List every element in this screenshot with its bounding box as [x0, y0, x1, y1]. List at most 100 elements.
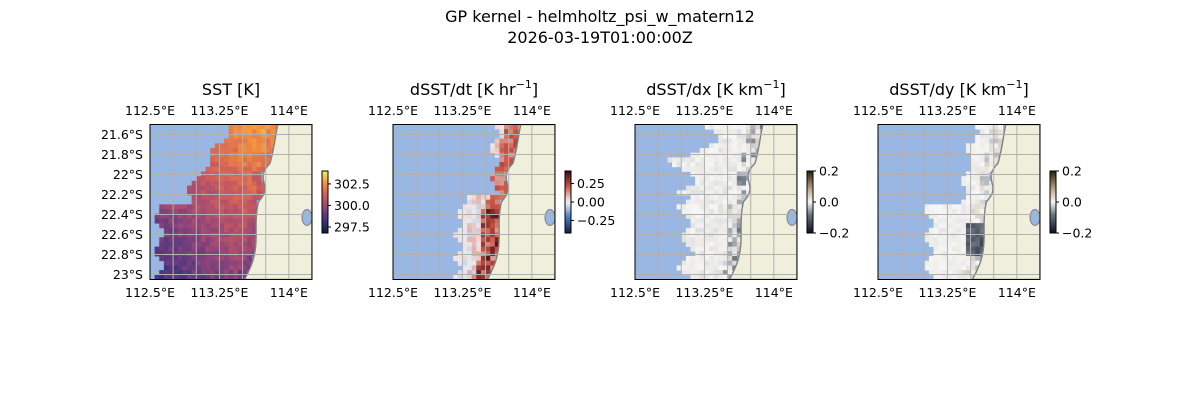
colorbar-tick-label: 0.2: [819, 164, 839, 179]
heatmap-cell: [219, 185, 225, 191]
heatmap-cell: [191, 265, 197, 271]
heatmap-cell: [476, 274, 482, 280]
heatmap-cell: [163, 213, 169, 219]
colorbar: 0.2 0.0 −0.2: [806, 164, 849, 241]
heatmap-cell: [494, 232, 500, 238]
heatmap-cell: [219, 241, 225, 248]
heatmap-cell: [187, 204, 193, 210]
heatmap-cell: [732, 227, 738, 233]
heatmap-cell: [187, 260, 193, 266]
heatmap-cell: [928, 265, 934, 271]
heatmap-cell: [970, 223, 976, 229]
land: [486, 124, 555, 280]
heatmap-cell: [256, 133, 262, 139]
heatmap-cell: [196, 232, 202, 238]
colorbar: 0.25 0.00 −0.25: [564, 170, 615, 234]
heatmap-cell: [462, 274, 468, 280]
heatmap-cell: [722, 246, 728, 252]
heatmap-cell: [736, 227, 742, 233]
heatmap-cell: [251, 180, 257, 186]
heatmap-cell: [718, 157, 724, 163]
colorbar-tick-label: 297.5: [334, 219, 370, 234]
heatmap-cell: [251, 237, 257, 243]
heatmap-cell: [695, 227, 701, 233]
heatmap-cell: [219, 270, 225, 276]
heatmap-cell: [256, 147, 262, 154]
heatmap-cell: [494, 209, 500, 215]
heatmap-cell: [205, 270, 211, 276]
heatmap-cell: [942, 227, 948, 233]
colorbar-bar: [1049, 170, 1057, 234]
heatmap-cell: [676, 265, 682, 271]
heatmap-cell: [177, 260, 183, 266]
heatmap-cell: [490, 194, 496, 201]
heatmap-cell: [952, 213, 958, 219]
heatmap-cell: [685, 237, 691, 243]
colorbar-tick-label: −0.25: [577, 213, 615, 228]
heatmap-cell: [205, 166, 211, 172]
heatmap-cell: [214, 218, 220, 224]
heatmap-cell: [480, 256, 486, 262]
heatmap-cell: [163, 256, 169, 262]
heatmap-cell: [746, 124, 752, 130]
heatmap-cell: [718, 209, 724, 215]
heatmap-cell: [685, 166, 691, 172]
heatmap-cell: [462, 246, 468, 252]
heatmap-cell: [163, 232, 169, 238]
heatmap-cell: [490, 199, 496, 205]
heatmap-cell: [177, 237, 183, 243]
heatmap-cell: [979, 124, 985, 130]
heatmap-cell: [191, 204, 197, 210]
heatmap-cell: [699, 180, 705, 186]
heatmap-cell: [695, 251, 701, 257]
heatmap-cell: [956, 246, 962, 252]
heatmap-cell: [247, 251, 253, 257]
heatmap-cell: [975, 241, 981, 248]
heatmap-cell: [247, 237, 253, 243]
heatmap-cell: [233, 194, 239, 201]
heatmap-cell: [713, 204, 719, 210]
heatmap-cell: [695, 274, 701, 280]
heatmap-cell: [242, 246, 248, 252]
heatmap-cell: [699, 218, 705, 224]
heatmap-cell: [709, 223, 715, 229]
heatmap-cell: [210, 227, 216, 233]
x-tick-label-bottom: 113.25°E: [190, 285, 248, 300]
heatmap-cell: [727, 251, 733, 257]
heatmap-cell: [187, 209, 193, 215]
heatmap-cell: [713, 237, 719, 243]
heatmap-cell: [961, 270, 967, 276]
bay: [544, 209, 555, 226]
heatmap-cell: [713, 143, 719, 149]
heatmap-cell: [699, 227, 705, 233]
panel-title-sup: −1: [516, 78, 532, 91]
heatmap-cell: [242, 237, 248, 243]
heatmap-cell: [690, 218, 696, 224]
heatmap-cells: [878, 124, 1040, 280]
heatmap-cell: [709, 185, 715, 191]
heatmap-cell: [453, 232, 459, 238]
heatmap-cell: [490, 227, 496, 233]
heatmap-cell: [485, 232, 491, 238]
heatmap-cell: [975, 223, 981, 229]
heatmap-cell: [965, 194, 971, 201]
heatmap-cell: [205, 209, 211, 215]
heatmap-cell: [965, 199, 971, 205]
heatmap-cell: [975, 209, 981, 215]
heatmap-cell: [924, 265, 930, 271]
heatmap-cell: [704, 162, 710, 168]
heatmap-cell: [695, 213, 701, 219]
heatmap-cell: [191, 241, 197, 248]
heatmap-cell: [952, 251, 958, 257]
heatmap-cell: [237, 227, 243, 233]
heatmap-cell: [191, 227, 197, 233]
heatmap-cell: [975, 194, 981, 201]
heatmap-cell: [750, 143, 756, 149]
heatmap-cell: [975, 138, 981, 144]
heatmap-cell: [224, 232, 230, 238]
heatmap-cell: [695, 162, 701, 168]
heatmap-cell: [457, 209, 463, 215]
panel-title-close: ]: [532, 80, 538, 99]
heatmap-cell: [741, 176, 747, 182]
heatmap-cell: [952, 256, 958, 262]
